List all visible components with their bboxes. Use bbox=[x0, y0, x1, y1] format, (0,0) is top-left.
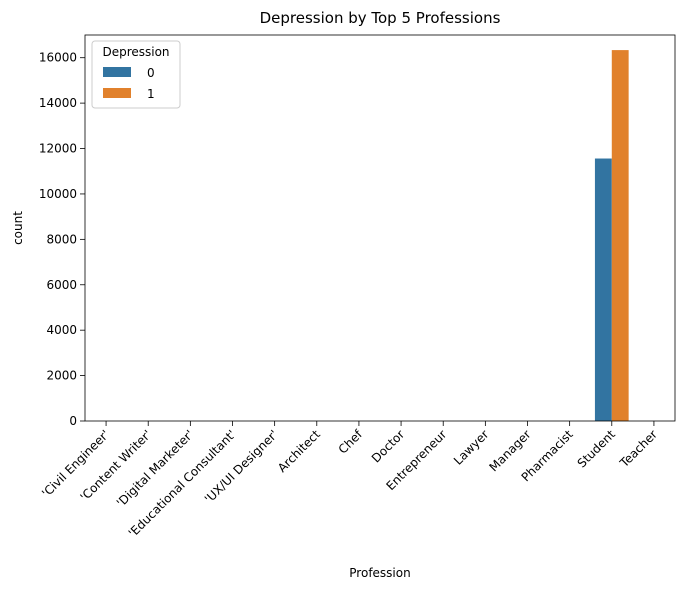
chart-title: Depression by Top 5 Professions bbox=[260, 9, 501, 27]
x-tick-label: 'Digital Marketer' bbox=[114, 427, 197, 510]
x-tick-label: 'UX/UI Designer' bbox=[202, 427, 281, 506]
y-tick-label: 8000 bbox=[46, 232, 77, 246]
plot-frame bbox=[84, 34, 676, 422]
bars-layer bbox=[594, 50, 629, 421]
bar-student-series-1 bbox=[611, 50, 629, 421]
y-tick-label: 14000 bbox=[39, 96, 77, 110]
y-tick-label: 0 bbox=[69, 414, 77, 428]
x-axis-title: Profession bbox=[349, 566, 410, 580]
bar-student-series-0 bbox=[594, 158, 612, 421]
x-tick-label: Lawyer bbox=[451, 427, 492, 468]
y-tick-label: 2000 bbox=[46, 369, 77, 383]
legend-swatch-0 bbox=[103, 67, 131, 77]
y-tick-label: 16000 bbox=[39, 51, 77, 65]
legend-title: Depression bbox=[102, 45, 169, 59]
x-tick-label: Doctor bbox=[369, 427, 407, 465]
legend: Depression 0 1 bbox=[91, 40, 181, 109]
legend-label-1: 1 bbox=[147, 87, 155, 101]
x-axis: 'Civil Engineer''Content Writer''Digital… bbox=[39, 421, 660, 540]
y-axis-title: count bbox=[11, 211, 25, 245]
x-tick-label: Architect bbox=[275, 427, 323, 475]
y-tick-label: 10000 bbox=[39, 187, 77, 201]
x-tick-label: Student bbox=[575, 427, 619, 471]
x-tick-label: Teacher bbox=[617, 427, 661, 471]
legend-label-0: 0 bbox=[147, 66, 155, 80]
x-tick-label: 'Content Writer' bbox=[77, 427, 154, 504]
y-axis: 0 2000 4000 6000 8000 10000 12000 14000 16000 bbox=[39, 51, 85, 428]
x-tick-label: Chef bbox=[336, 427, 366, 457]
y-tick-label: 12000 bbox=[39, 142, 77, 156]
legend-swatch-1 bbox=[103, 88, 131, 98]
y-tick-label: 6000 bbox=[46, 278, 77, 292]
y-tick-label: 4000 bbox=[46, 323, 77, 337]
